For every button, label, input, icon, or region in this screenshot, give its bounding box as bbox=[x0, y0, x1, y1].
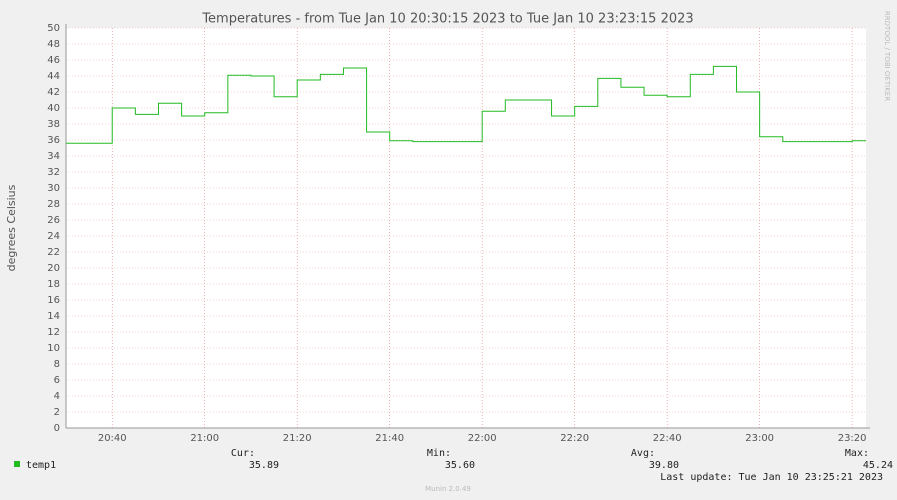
y-tick-label: 12 bbox=[47, 327, 60, 338]
stat-label: Min: bbox=[427, 448, 451, 459]
x-tick-label: 23:20 bbox=[838, 433, 867, 444]
y-tick-label: 30 bbox=[47, 183, 60, 194]
footer: Munin 2.0.49 bbox=[425, 485, 471, 493]
y-tick-label: 28 bbox=[47, 199, 60, 210]
x-tick-label: 23:00 bbox=[745, 433, 774, 444]
last-update: Last update: Tue Jan 10 23:25:21 2023 bbox=[660, 472, 883, 483]
x-tick-label: 21:00 bbox=[190, 433, 219, 444]
y-tick-label: 26 bbox=[47, 215, 60, 226]
y-tick-label: 6 bbox=[54, 375, 60, 386]
y-tick-label: 14 bbox=[47, 311, 60, 322]
x-tick-label: 20:40 bbox=[98, 433, 127, 444]
stat-value: 45.24 bbox=[863, 460, 893, 471]
y-tick-label: 22 bbox=[47, 247, 60, 258]
y-tick-label: 34 bbox=[47, 151, 60, 162]
y-tick-label: 48 bbox=[47, 39, 60, 50]
y-tick-label: 24 bbox=[47, 231, 60, 242]
x-tick-label: 21:40 bbox=[375, 433, 404, 444]
stat-value: 35.89 bbox=[249, 460, 279, 471]
legend-label: temp1 bbox=[26, 460, 56, 471]
data-line bbox=[66, 65, 866, 144]
x-tick-label: 22:00 bbox=[468, 433, 497, 444]
y-tick-label: 20 bbox=[47, 263, 60, 274]
y-tick-label: 0 bbox=[54, 423, 60, 434]
y-tick-label: 50 bbox=[47, 23, 60, 34]
y-tick-label: 44 bbox=[47, 71, 60, 82]
y-axis-label: degrees Celsius bbox=[5, 184, 18, 271]
y-tick-label: 40 bbox=[47, 103, 60, 114]
y-tick-label: 4 bbox=[54, 391, 60, 402]
stat-value: 35.60 bbox=[445, 460, 475, 471]
y-tick-label: 38 bbox=[47, 119, 60, 130]
stat-label: Max: bbox=[845, 448, 869, 459]
stat-label: Cur: bbox=[231, 448, 255, 459]
y-tick-label: 42 bbox=[47, 87, 60, 98]
stat-label: Avg: bbox=[631, 448, 655, 459]
y-tick-label: 18 bbox=[47, 279, 60, 290]
y-tick-label: 36 bbox=[47, 135, 60, 146]
y-tick-label: 16 bbox=[47, 295, 60, 306]
side-text: RRDTOOL / TOBI OETIKER bbox=[883, 11, 891, 101]
x-tick-label: 21:20 bbox=[283, 433, 312, 444]
y-tick-label: 46 bbox=[47, 55, 60, 66]
x-tick-label: 22:20 bbox=[560, 433, 589, 444]
chart-title: Temperatures - from Tue Jan 10 20:30:15 … bbox=[201, 12, 693, 27]
plot-area bbox=[66, 28, 866, 428]
y-tick-label: 2 bbox=[54, 407, 60, 418]
y-tick-label: 8 bbox=[54, 359, 60, 370]
x-tick-label: 22:40 bbox=[653, 433, 682, 444]
y-tick-label: 32 bbox=[47, 167, 60, 178]
legend-swatch bbox=[14, 461, 20, 467]
y-tick-label: 10 bbox=[47, 343, 60, 354]
stat-value: 39.80 bbox=[649, 460, 679, 471]
